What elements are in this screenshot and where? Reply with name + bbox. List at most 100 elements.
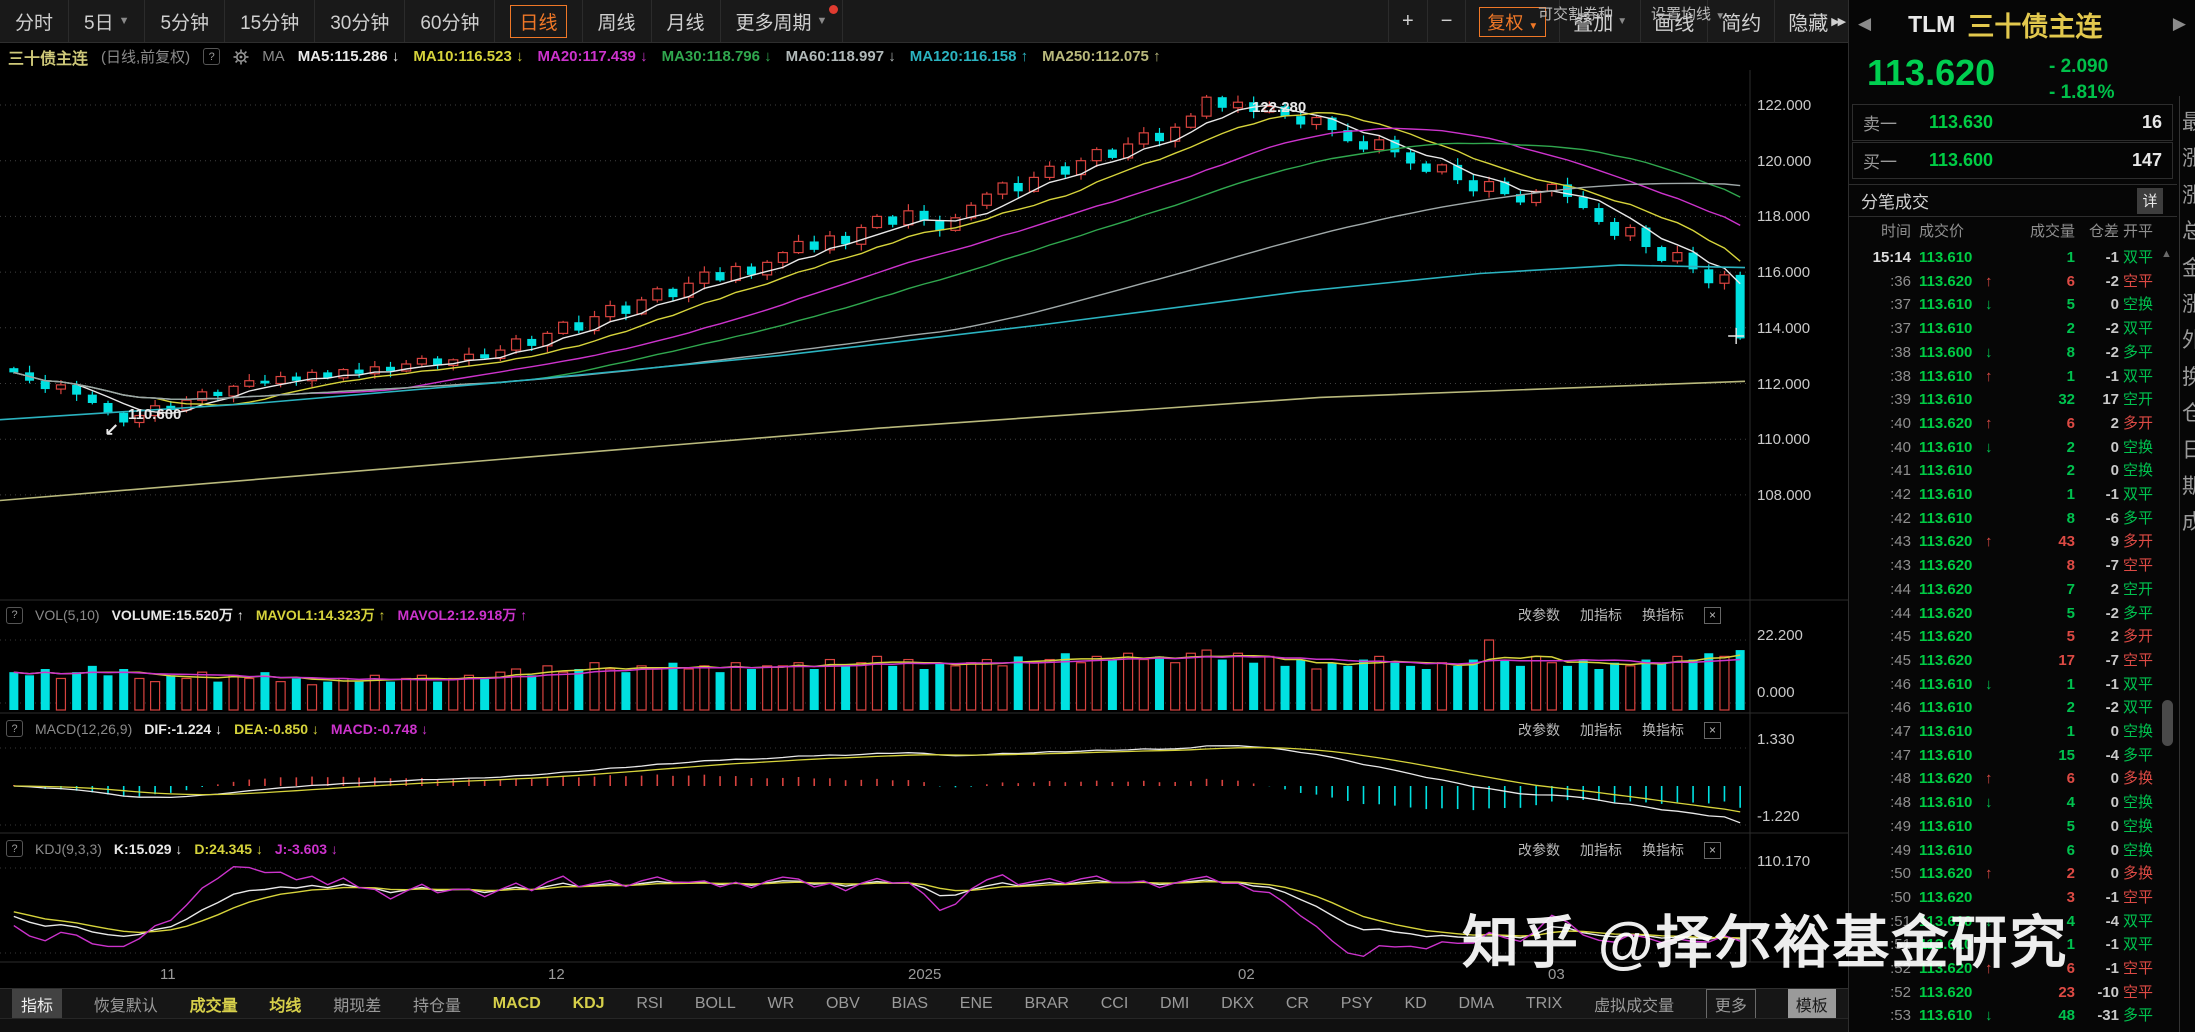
tool-button-复权[interactable]: 复权 ▼ <box>1465 0 1559 43</box>
indicator-tab-CCI[interactable]: CCI <box>1100 994 1129 1012</box>
indicator-tab-WR[interactable]: WR <box>767 994 795 1012</box>
tick-trade-row[interactable]: :44 113.620 5 -2 多平 <box>1890 604 2154 622</box>
panel-link-改参数[interactable]: 改参数 <box>1518 722 1560 738</box>
indicator-tab-均线[interactable]: 均线 <box>269 997 302 1015</box>
scrollbar-thumb[interactable] <box>2162 700 2173 746</box>
indicator-tab-DMI[interactable]: DMI <box>1160 994 1190 1012</box>
tool-button-画线[interactable]: 画线 <box>1640 0 1707 43</box>
tick-trade-row[interactable]: :42 113.610 8 -6 多平 <box>1890 509 2154 527</box>
tool-button-隐藏[interactable]: 隐藏 ▶▶ <box>1774 0 1857 43</box>
tick-trade-row[interactable]: :40 113.620 ↑ 6 2 多开 <box>1890 414 2154 432</box>
tick-trade-row[interactable]: :50 113.620 3 -1 空平 <box>1890 888 2154 906</box>
period-button-60分钟[interactable]: 60分钟 <box>405 0 496 42</box>
indicator-tab-持仓量[interactable]: 持仓量 <box>412 997 461 1015</box>
indicator-tab-更多[interactable]: 更多 <box>1705 988 1756 1019</box>
prev-contract-arrow[interactable]: ◀ <box>1858 14 1872 33</box>
indicator-tab-PSY[interactable]: PSY <box>1340 994 1373 1012</box>
indicator-tab-CR[interactable]: CR <box>1285 994 1309 1012</box>
period-button-5日[interactable]: 5日 ▼ <box>69 0 146 42</box>
indicator-tab-BOLL[interactable]: BOLL <box>694 994 736 1012</box>
period-button-30分钟[interactable]: 30分钟 <box>315 0 406 42</box>
tick-trade-row[interactable]: :43 113.620 8 -7 空平 <box>1890 557 2154 575</box>
tool-button-简约[interactable]: 简约 <box>1707 0 1774 43</box>
tick-trade-row[interactable]: :50 113.620 ↑ 2 0 多换 <box>1890 865 2154 883</box>
indicator-tab-BRAR[interactable]: BRAR <box>1024 994 1069 1012</box>
tick-trade-row[interactable]: :48 113.620 ↑ 6 0 多换 <box>1890 770 2154 788</box>
zoom-in-button[interactable]: + <box>1388 0 1427 43</box>
zoom-out-button[interactable]: − <box>1426 0 1466 43</box>
panel-link-换指标[interactable]: 换指标 <box>1642 842 1684 858</box>
tick-trade-row[interactable]: :38 113.610 ↑ 1 -1 双平 <box>1890 367 2154 385</box>
panel-link-换指标[interactable]: 换指标 <box>1642 607 1684 623</box>
period-button-分时[interactable]: 分时 <box>0 0 70 42</box>
tick-trade-row[interactable]: :44 113.620 7 2 空开 <box>1890 580 2154 598</box>
tick-trade-row[interactable]: :36 113.620 ↑ 6 -2 空平 <box>1890 272 2154 290</box>
tick-trade-row[interactable]: :48 113.610 ↓ 4 0 空换 <box>1890 794 2154 812</box>
tick-trade-row[interactable]: :45 113.620 5 2 多开 <box>1890 628 2154 646</box>
indicator-tab-DKX[interactable]: DKX <box>1221 994 1255 1012</box>
tick-trade-row[interactable]: :38 113.600 ↓ 8 -2 多平 <box>1890 343 2154 361</box>
help-icon[interactable]: ? <box>6 720 23 737</box>
tick-trade-row[interactable]: :43 113.620 ↑ 43 9 多开 <box>1890 533 2154 551</box>
tick-trade-row[interactable]: :39 113.610 32 17 空开 <box>1890 391 2154 409</box>
indicator-tab-TRIX[interactable]: TRIX <box>1525 994 1563 1012</box>
tick-trade-row[interactable]: :49 113.610 5 0 空换 <box>1890 817 2154 835</box>
tick-trade-row[interactable]: :47 113.610 1 0 空换 <box>1890 723 2154 740</box>
period-button-5分钟[interactable]: 5分钟 <box>145 0 226 42</box>
help-icon[interactable]: ? <box>203 48 221 65</box>
period-button-更多周期[interactable]: 更多周期 ▼ <box>721 0 844 42</box>
indicator-tab-BIAS[interactable]: BIAS <box>891 994 928 1012</box>
tick-trade-row[interactable]: :51 113.610 1 -1 双平 <box>1890 936 2154 954</box>
next-contract-arrow[interactable]: ▶ <box>2172 14 2186 33</box>
tick-trade-row[interactable]: :51 113.610 ↓ 4 -4 双平 <box>1890 912 2154 930</box>
panel-link-改参数[interactable]: 改参数 <box>1518 607 1560 623</box>
tick-trade-row[interactable]: :42 113.610 1 -1 双平 <box>1890 486 2154 503</box>
indicator-tab-ENE[interactable]: ENE <box>959 994 993 1012</box>
indicator-tab-KD[interactable]: KD <box>1404 994 1427 1012</box>
tick-trade-row[interactable]: :53 113.610 ↓ 48 -31 多平 <box>1890 1007 2154 1025</box>
indicator-tab-RSI[interactable]: RSI <box>636 994 664 1012</box>
panel-link-加指标[interactable]: 加指标 <box>1580 842 1622 858</box>
tick-trade-row[interactable]: :40 113.610 ↓ 2 0 空换 <box>1890 438 2154 456</box>
tick-trade-row[interactable]: :45 113.620 17 -7 空平 <box>1890 651 2154 669</box>
tick-trade-row[interactable]: :52 113.620 ↑ 6 -1 空平 <box>1890 960 2154 977</box>
tick-trade-row[interactable]: :41 113.610 2 0 空换 <box>1890 462 2154 480</box>
close-icon[interactable]: × <box>1704 606 1721 624</box>
panel-link-改参数[interactable]: 改参数 <box>1518 842 1560 858</box>
period-button-周线[interactable]: 周线 <box>583 0 652 42</box>
help-icon[interactable]: ? <box>6 606 23 624</box>
panel-link-换指标[interactable]: 换指标 <box>1642 722 1684 738</box>
tick-trade-row[interactable]: :46 113.610 2 -2 双平 <box>1890 699 2154 717</box>
tick-trade-row[interactable]: :47 113.610 15 -4 多平 <box>1890 746 2154 764</box>
indicator-tab-期现差[interactable]: 期现差 <box>333 997 382 1015</box>
gear-icon[interactable] <box>233 49 249 65</box>
bid-row[interactable]: 买一 113.600 147 <box>1852 142 2173 179</box>
ask-row[interactable]: 卖一 113.630 16 <box>1852 104 2173 141</box>
period-button-15分钟[interactable]: 15分钟 <box>225 0 316 42</box>
close-icon[interactable]: × <box>1704 841 1721 859</box>
period-button-日线[interactable]: 日线 <box>495 0 583 42</box>
tick-trade-row[interactable]: :52 113.620 23 -10 空平 <box>1890 983 2154 1001</box>
indicator-tab-成交量[interactable]: 成交量 <box>189 997 238 1015</box>
tick-trade-row[interactable]: :37 113.610 ↓ 5 0 空换 <box>1890 296 2154 314</box>
indicator-tab-OBV[interactable]: OBV <box>825 994 860 1012</box>
tick-trade-row[interactable]: :49 113.610 6 0 空换 <box>1890 841 2154 859</box>
indicator-tab-虚拟成交量[interactable]: 虚拟成交量 <box>1594 997 1675 1015</box>
indicator-tab-KDJ[interactable]: KDJ <box>572 994 605 1012</box>
indicator-tab-模板[interactable]: 模板 <box>1787 988 1836 1019</box>
indicator-tab-DMA[interactable]: DMA <box>1458 994 1495 1012</box>
close-icon[interactable]: × <box>1704 721 1721 739</box>
tool-button-叠加[interactable]: 叠加 ▼ <box>1559 0 1640 43</box>
scroll-up-icon[interactable]: ▲ <box>2161 248 2172 260</box>
set-ma-link[interactable]: 设置均线 ▼ <box>1651 6 1726 23</box>
tick-trade-row[interactable]: 15:14 113.610 1 -1 双平 <box>1872 249 2154 266</box>
indicator-tab-恢复默认[interactable]: 恢复默认 <box>93 997 158 1015</box>
tick-trade-row[interactable]: :37 113.610 2 -2 双平 <box>1890 320 2154 338</box>
indicator-tab-MACD[interactable]: MACD <box>492 994 541 1012</box>
panel-link-加指标[interactable]: 加指标 <box>1580 607 1622 623</box>
tick-detail-button[interactable]: 详 <box>2137 187 2163 214</box>
help-icon[interactable]: ? <box>6 840 23 857</box>
period-button-月线[interactable]: 月线 <box>652 0 721 42</box>
tick-trade-row[interactable]: :46 113.610 ↓ 1 -1 双平 <box>1890 675 2154 693</box>
deliverable-bonds-link[interactable]: 可交割券种 <box>1538 6 1614 23</box>
